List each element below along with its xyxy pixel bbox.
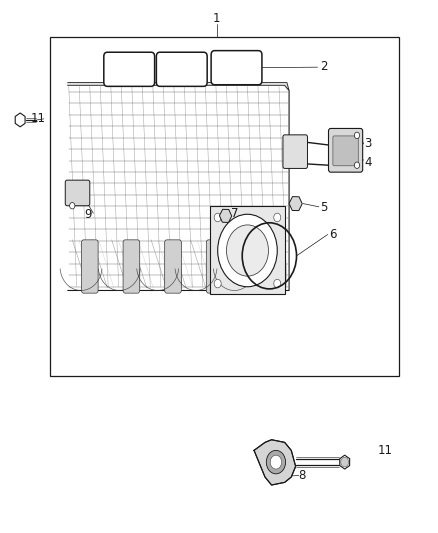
FancyBboxPatch shape: [81, 240, 98, 293]
FancyBboxPatch shape: [165, 240, 181, 293]
Circle shape: [354, 162, 360, 168]
Circle shape: [214, 279, 221, 288]
FancyBboxPatch shape: [210, 206, 285, 294]
Polygon shape: [254, 440, 296, 485]
FancyBboxPatch shape: [283, 135, 307, 168]
FancyBboxPatch shape: [248, 240, 265, 293]
Text: 11: 11: [31, 112, 46, 125]
Text: 1: 1: [213, 12, 221, 25]
Circle shape: [70, 203, 75, 209]
FancyBboxPatch shape: [65, 180, 90, 206]
FancyBboxPatch shape: [156, 52, 207, 86]
Circle shape: [341, 457, 349, 467]
Circle shape: [274, 213, 281, 222]
Bar: [50, 37, 399, 376]
FancyBboxPatch shape: [123, 240, 140, 293]
Circle shape: [226, 225, 268, 276]
Text: 3: 3: [364, 138, 371, 150]
Text: 4: 4: [364, 156, 372, 169]
Circle shape: [266, 450, 286, 474]
Circle shape: [354, 132, 360, 139]
Text: 10: 10: [69, 187, 84, 200]
Polygon shape: [68, 83, 289, 91]
FancyBboxPatch shape: [211, 51, 262, 85]
Text: 11: 11: [378, 444, 393, 457]
Polygon shape: [68, 85, 289, 290]
FancyBboxPatch shape: [328, 128, 363, 172]
Text: 5: 5: [321, 201, 328, 214]
Circle shape: [274, 279, 281, 288]
Text: 7: 7: [230, 207, 238, 220]
FancyBboxPatch shape: [104, 52, 155, 86]
Text: 8: 8: [299, 469, 306, 482]
Text: 2: 2: [320, 60, 328, 73]
FancyBboxPatch shape: [206, 240, 223, 293]
Text: 9: 9: [84, 208, 92, 221]
Circle shape: [214, 213, 221, 222]
Text: 6: 6: [329, 228, 337, 241]
FancyBboxPatch shape: [333, 136, 358, 166]
Circle shape: [218, 214, 277, 287]
Circle shape: [270, 455, 282, 469]
